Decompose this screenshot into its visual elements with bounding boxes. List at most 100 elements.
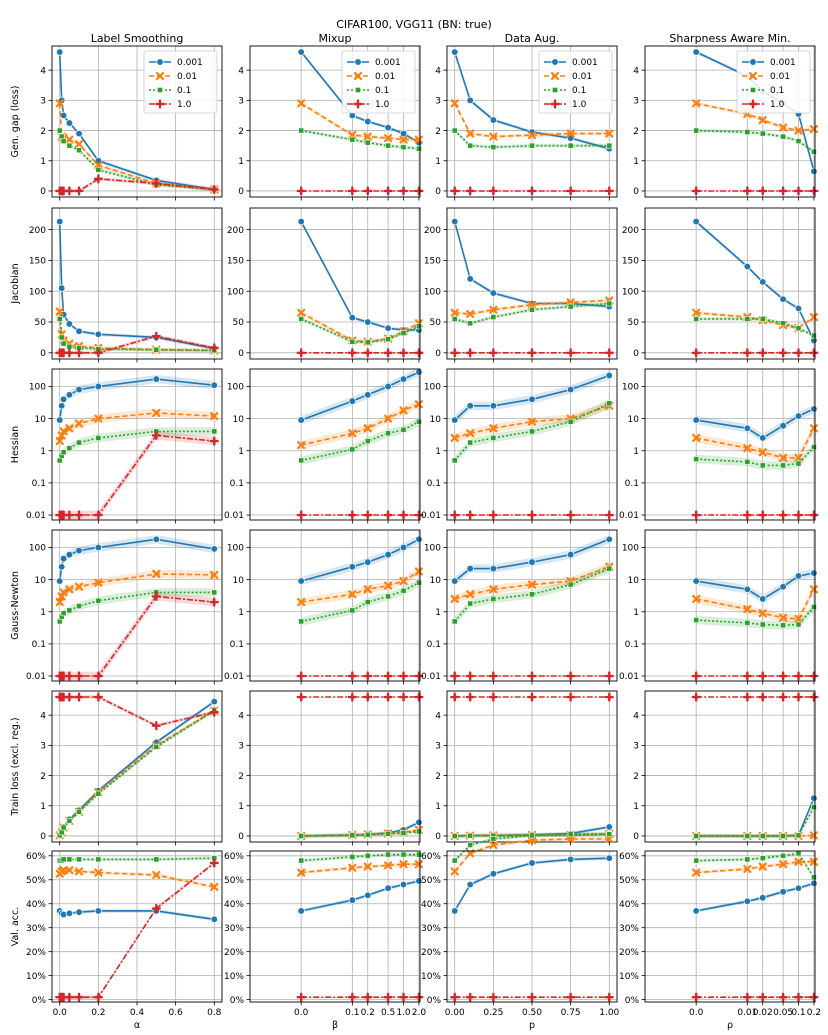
data-point-1.0 xyxy=(793,671,804,681)
legend-label-1.0: 1.0 xyxy=(375,100,390,110)
legend-label-0.01: 0.01 xyxy=(770,72,790,82)
data-point-0.1 xyxy=(693,316,700,322)
data-point-1.0 xyxy=(742,186,752,196)
legend-marker-1.0 xyxy=(353,99,363,109)
data-point-0.1 xyxy=(58,829,65,836)
data-point-1.0 xyxy=(414,671,424,681)
y-tick-label: 20% xyxy=(26,948,46,958)
y-tick-label: 100 xyxy=(227,383,244,393)
data-point-0.1 xyxy=(349,446,356,453)
data-point-1.0 xyxy=(74,992,84,1002)
legend-box xyxy=(736,50,811,114)
y-tick-label: 100 xyxy=(29,383,46,393)
data-point-0.001 xyxy=(94,330,103,338)
data-point-0.1 xyxy=(780,833,787,839)
data-point-1.0 xyxy=(383,510,393,520)
y-tick-label: 1 xyxy=(238,447,244,457)
legend: 0.001 0.01 0.1 1.0 xyxy=(538,50,613,114)
data-point-0.001 xyxy=(692,907,700,915)
data-point-1.0 xyxy=(604,186,614,196)
data-point-0.01 xyxy=(527,300,537,309)
y-tick-label: 0.1 xyxy=(32,479,46,489)
legend-box xyxy=(341,50,416,114)
data-point-0.001 xyxy=(297,48,305,56)
y-tick-label: 100 xyxy=(424,287,441,297)
data-point-1.0 xyxy=(209,343,219,353)
legend-marker-0.01 xyxy=(550,71,560,81)
data-point-1.0 xyxy=(527,348,537,358)
panel-r3-c0: 0.01 0.1 1 10 100 xyxy=(26,529,223,685)
data-point-0.001 xyxy=(528,558,536,566)
data-point-0.01 xyxy=(779,453,788,462)
figure-title: CIFAR100, VGG11 (BN: true) xyxy=(336,18,492,31)
y-tick-label: 100 xyxy=(424,544,441,554)
y-tick-label: 10 xyxy=(628,415,640,425)
series-line-0.1 xyxy=(696,446,815,467)
data-point-1.0 xyxy=(691,671,701,681)
y-tick-label: 3 xyxy=(40,742,46,752)
data-point-1.0 xyxy=(742,692,752,702)
data-point-0.1 xyxy=(95,597,102,604)
data-point-0.1 xyxy=(385,336,392,343)
data-point-0.1 xyxy=(385,430,392,437)
data-point-0.1 xyxy=(298,857,305,864)
data-point-0.001 xyxy=(566,550,575,559)
panel-frame xyxy=(644,850,816,1003)
data-point-0.1 xyxy=(606,831,613,838)
y-tick-label: 0.01 xyxy=(224,672,244,682)
data-point-0.001 xyxy=(692,48,700,56)
legend: 0.001 0.01 0.1 1.0 xyxy=(143,50,218,114)
data-point-0.001 xyxy=(779,888,787,896)
confidence-band-0.01 xyxy=(59,569,215,607)
y-tick-label: 0% xyxy=(32,996,47,1006)
panel-frame xyxy=(249,529,421,682)
data-point-0.01 xyxy=(466,429,475,438)
y-tick-label: 0.1 xyxy=(625,479,639,489)
data-point-0.01 xyxy=(414,567,424,576)
data-point-0.01 xyxy=(489,424,498,433)
series-line-0.01 xyxy=(454,405,610,439)
data-point-0.001 xyxy=(75,908,83,916)
data-point-0.01 xyxy=(74,140,84,149)
panel-r5-c3: 0% 10% 20% 30% 40% 50% 60% 0.0 0.010.02 0.050.1 0.… xyxy=(619,850,821,1031)
data-point-0.01 xyxy=(489,840,498,850)
data-point-1.0 xyxy=(527,692,537,702)
data-point-0.1 xyxy=(795,325,802,332)
data-point-0.1 xyxy=(744,129,751,135)
data-point-0.1 xyxy=(385,593,392,600)
data-point-1.0 xyxy=(691,992,701,1002)
y-tick-label: 1 xyxy=(40,157,46,167)
data-point-0.1 xyxy=(759,621,766,628)
data-point-1.0 xyxy=(793,186,804,196)
data-point-0.1 xyxy=(780,320,787,327)
y-tick-label: 3 xyxy=(633,742,639,752)
data-point-0.1 xyxy=(416,828,422,835)
y-tick-label: 0 xyxy=(633,349,639,359)
data-point-1.0 xyxy=(151,903,161,914)
data-point-1.0 xyxy=(465,671,475,681)
panel-frame xyxy=(644,529,816,682)
y-tick-label: 4 xyxy=(435,711,441,721)
data-point-0.001 xyxy=(59,554,68,563)
data-point-0.001 xyxy=(743,585,751,593)
data-point-1.0 xyxy=(758,992,768,1002)
data-point-1.0 xyxy=(347,671,357,681)
data-point-1.0 xyxy=(566,510,576,520)
data-point-0.01 xyxy=(605,129,614,138)
data-point-0.001 xyxy=(692,577,700,585)
series-line-0.01 xyxy=(300,102,419,141)
y-tick-label: 50 xyxy=(628,318,640,328)
y-tick-label: 30% xyxy=(26,924,46,934)
panel-r5-c0: 0% 10% 20% 30% 40% 50% 60% 0.0 0.2 0.4 0.6 0.8 α xyxy=(26,850,223,1031)
data-point-1.0 xyxy=(383,348,393,358)
legend-label-0.01: 0.01 xyxy=(572,72,592,82)
data-point-0.001 xyxy=(56,577,64,585)
y-tick-label: 1 xyxy=(435,802,441,812)
series-line-0.1 xyxy=(454,567,610,622)
data-point-1.0 xyxy=(64,186,74,196)
confidence-band-0.01 xyxy=(59,708,215,838)
data-point-1.0 xyxy=(151,178,161,189)
data-point-1.0 xyxy=(151,591,161,602)
data-point-0.1 xyxy=(780,622,787,629)
data-point-0.001 xyxy=(605,535,613,543)
